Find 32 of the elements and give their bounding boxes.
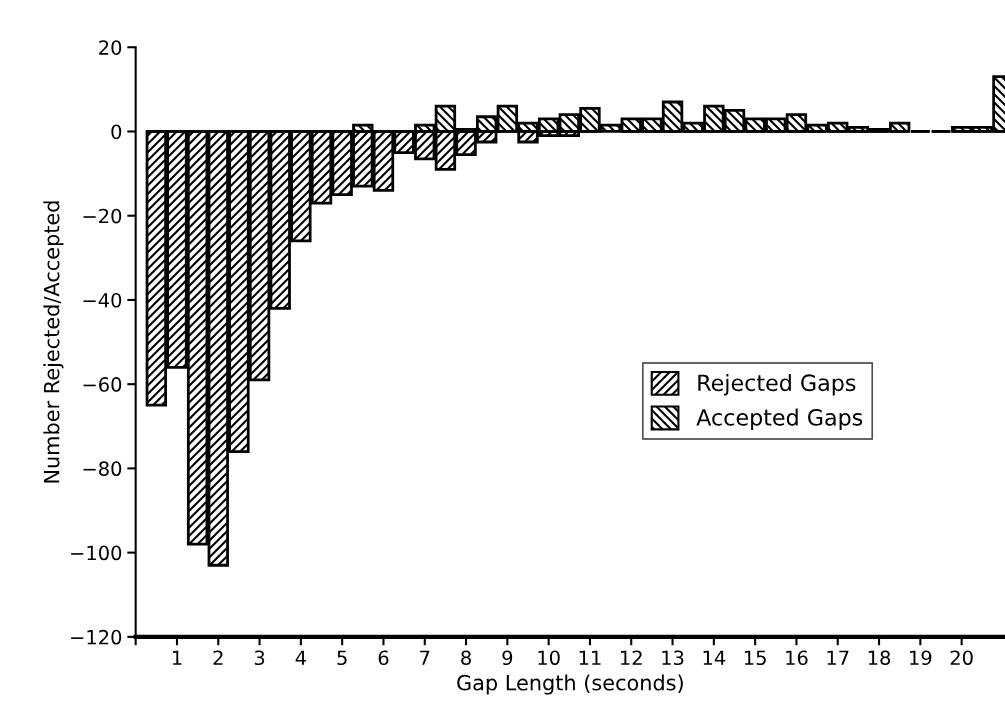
x-tick-label: 17: [827, 650, 849, 665]
x-tick-label: 20: [950, 650, 973, 666]
y-tick-label: −60: [83, 377, 122, 392]
x-tick-label: 6: [378, 650, 389, 666]
x-tick-label: 3: [254, 650, 265, 666]
x-tick-label: 4: [295, 650, 306, 665]
y-tick-label: −120: [71, 629, 122, 645]
y-tick-label: −80: [83, 461, 122, 477]
x-tick-label: 1: [172, 650, 182, 665]
y-tick-label: −100: [71, 545, 122, 561]
x-tick-label: 13: [662, 650, 684, 666]
y-tick-label: −40: [83, 292, 122, 308]
x-tick-label: 19: [910, 650, 932, 666]
x-tick-label: 15: [744, 650, 766, 666]
y-tick-label: 0: [111, 124, 122, 140]
x-tick-label: 12: [621, 650, 642, 665]
x-tick-label: 11: [579, 650, 601, 665]
legend-label: Accepted Gaps: [696, 408, 863, 431]
legend-label: Rejected Gaps: [698, 373, 856, 396]
x-tick-label: 10: [538, 650, 560, 666]
y-axis-title: Number Rejected/Accepted: [43, 201, 64, 483]
x-tick-label: 2: [213, 650, 223, 665]
x-tick-label: 18: [868, 650, 891, 666]
x-tick-label: 16: [786, 650, 808, 666]
x-tick-label: 5: [337, 650, 347, 666]
y-tick-label: 20: [99, 40, 122, 55]
x-tick-label: 8: [461, 650, 471, 666]
x-tick-label: 14: [703, 650, 726, 665]
x-axis-title: Gap Length (seconds): [457, 674, 683, 695]
x-tick-label: 7: [420, 650, 430, 665]
y-tick-label: −20: [83, 208, 122, 224]
x-tick-label: 9: [502, 650, 513, 666]
